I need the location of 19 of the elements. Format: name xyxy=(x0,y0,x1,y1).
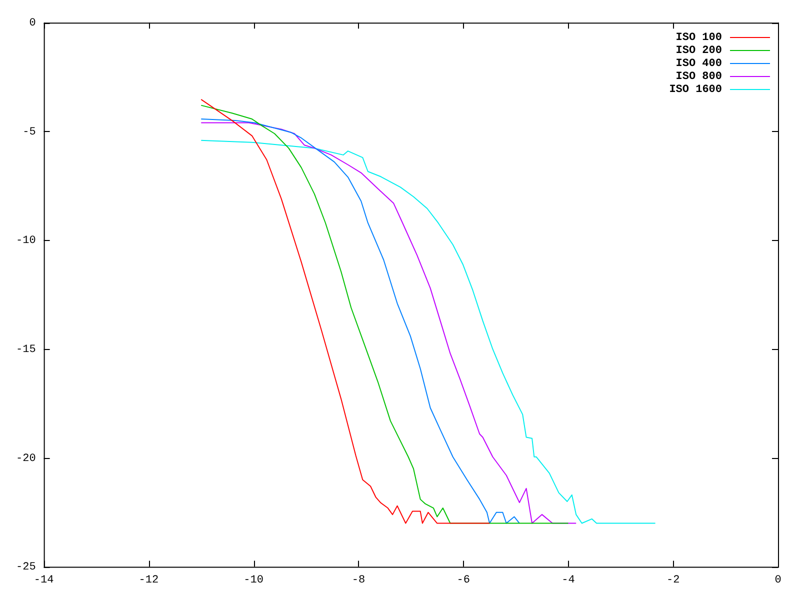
y-tick-label: -15 xyxy=(16,344,36,356)
x-tick-label: -12 xyxy=(138,574,159,586)
y-tick-label: -25 xyxy=(16,562,36,574)
y-tick-label: -10 xyxy=(16,235,36,248)
x-tick-label: 0 xyxy=(774,574,782,586)
legend-label: ISO 800 xyxy=(676,70,722,83)
y-tick-label: -20 xyxy=(16,452,36,465)
legend-label: ISO 400 xyxy=(676,58,722,70)
legend-label: ISO 1600 xyxy=(669,84,722,96)
x-tick-label: -8 xyxy=(352,574,366,586)
y-tick-label: -5 xyxy=(22,126,36,138)
x-tick-label: -10 xyxy=(244,574,264,586)
legend-label: ISO 100 xyxy=(676,32,722,44)
x-tick-label: -14 xyxy=(34,574,54,586)
x-tick-label: -2 xyxy=(666,574,680,586)
y-tick-label: 0 xyxy=(29,18,36,30)
x-tick-label: -4 xyxy=(562,574,576,586)
x-tick-label: -6 xyxy=(456,574,470,586)
legend-label: ISO 200 xyxy=(676,44,722,57)
